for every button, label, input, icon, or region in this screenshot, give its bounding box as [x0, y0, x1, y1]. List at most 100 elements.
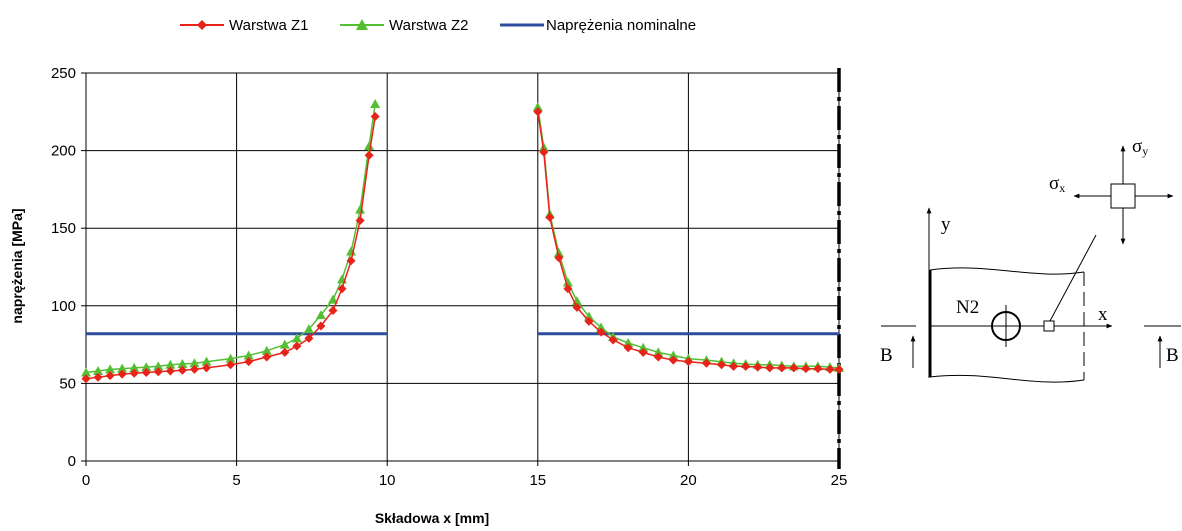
data-point-z2 [93, 365, 104, 375]
diagram-y-label: y [941, 214, 951, 235]
stress-element [1110, 183, 1136, 209]
x-tick-labels: 0 5 10 15 20 25 [82, 472, 848, 489]
legend-z1-diamond-icon [197, 20, 207, 30]
data-point-z1 [789, 363, 799, 373]
data-point-z1 [189, 364, 199, 374]
data-point-z1 [81, 374, 91, 384]
data-point-z2 [668, 350, 679, 360]
diagram-x-label: x [1098, 304, 1108, 325]
data-point-z1 [741, 361, 751, 371]
data-point-z2 [225, 353, 236, 363]
data-point-z1 [346, 256, 356, 266]
data-point-z2 [355, 204, 366, 214]
x-tick-label: 0 [82, 472, 90, 489]
data-point-z1 [337, 284, 347, 294]
grid-lines [81, 72, 840, 466]
x-tick-label: 20 [680, 472, 697, 489]
plot-area: 0 50 100 150 200 250 0 5 10 15 20 25 [51, 65, 847, 489]
data-point-z2 [279, 339, 290, 349]
x-axis-title: Składowa x [mm] [375, 510, 489, 526]
data-point-z1 [801, 364, 811, 374]
data-point-z1 [623, 343, 633, 353]
data-point-z1 [292, 341, 302, 351]
data-point-z1 [355, 215, 365, 225]
data-point-z1 [165, 366, 175, 376]
series-layer [81, 99, 844, 384]
data-point-z1 [539, 147, 549, 157]
data-point-z2 [623, 338, 634, 348]
data-point-z2 [346, 246, 357, 256]
data-point-z2 [153, 361, 164, 371]
data-point-z1 [813, 364, 823, 374]
data-point-z2 [189, 358, 200, 368]
legend-entry-z2: Warstwa Z2 [340, 17, 468, 34]
data-point-z1 [608, 335, 618, 345]
data-point-z2 [303, 324, 314, 334]
data-point-z2 [638, 342, 649, 352]
data-point-z2 [165, 359, 176, 369]
data-point-z1 [596, 327, 606, 337]
section-b-left-label: B [880, 345, 893, 366]
x-tick-label: 5 [232, 472, 240, 489]
data-point-z1 [825, 364, 835, 374]
x-tick-label: 10 [379, 472, 396, 489]
data-point-z2 [81, 367, 91, 377]
data-point-z1 [834, 364, 844, 374]
measure-point [1043, 320, 1055, 332]
data-point-z1 [668, 355, 678, 365]
data-point-z2 [532, 102, 543, 112]
legend: Warstwa Z1 Warstwa Z2 Naprężenia nominal… [180, 17, 696, 34]
data-point-z2 [315, 310, 326, 320]
data-point-z1 [370, 111, 380, 121]
data-point-z2 [117, 363, 128, 373]
y-tick-labels: 0 50 100 150 200 250 [51, 65, 76, 470]
legend-entry-z1: Warstwa Z1 [180, 17, 308, 34]
y-tick-label: 100 [51, 298, 76, 315]
data-point-z1 [316, 321, 326, 331]
data-point-z1 [280, 347, 290, 357]
data-point-z1 [105, 371, 115, 381]
leader-line [1049, 234, 1097, 322]
hole-label: N2 [956, 297, 979, 318]
data-point-z2 [562, 277, 573, 287]
y-tick-label: 200 [51, 143, 76, 160]
data-point-z1 [729, 361, 739, 371]
data-point-z1 [328, 305, 338, 315]
legend-label-z1: Warstwa Z1 [229, 17, 308, 34]
data-point-z2 [261, 345, 272, 355]
data-point-z2 [201, 356, 212, 366]
x-tick-label: 25 [831, 472, 848, 489]
data-point-z1 [93, 372, 103, 382]
data-point-z1 [572, 302, 582, 312]
data-point-z1 [753, 362, 763, 372]
data-point-z2 [553, 248, 564, 258]
data-point-z2 [653, 347, 664, 357]
data-point-z1 [129, 368, 139, 378]
data-point-z1 [141, 368, 151, 378]
specimen-diagram: y x N2 σx σy B B [880, 136, 1181, 383]
data-point-z2 [327, 294, 338, 304]
legend-entry-nominal: Naprężenia nominalne [500, 17, 696, 34]
data-point-z1 [117, 369, 127, 379]
y-axis-title: naprężenia [MPa] [9, 208, 25, 323]
legend-label-z2: Warstwa Z2 [389, 17, 468, 34]
data-point-z1 [683, 357, 693, 367]
y-tick-label: 250 [51, 65, 76, 82]
data-point-z2 [177, 359, 188, 368]
data-point-z1 [226, 360, 236, 370]
data-point-z1 [177, 365, 187, 375]
x-tick-label: 15 [529, 472, 546, 489]
data-point-z1 [364, 150, 374, 160]
data-point-z1 [262, 352, 272, 362]
data-point-z2 [243, 350, 254, 360]
sigma-y-label: σy [1132, 136, 1148, 158]
plate-bottom-edge [929, 374, 1085, 383]
data-point-z2 [105, 364, 116, 374]
sigma-x-label: σx [1049, 173, 1065, 195]
legend-label-nominal: Naprężenia nominalne [546, 17, 696, 34]
section-b-right-label: B [1166, 345, 1179, 366]
data-point-z1 [304, 333, 314, 343]
data-point-z2 [370, 99, 381, 109]
data-point-z1 [638, 347, 648, 357]
